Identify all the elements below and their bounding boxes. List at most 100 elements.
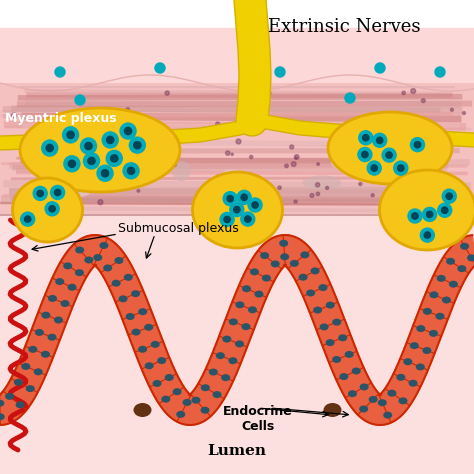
Circle shape bbox=[55, 67, 65, 77]
Circle shape bbox=[68, 160, 75, 167]
Ellipse shape bbox=[21, 363, 30, 370]
Ellipse shape bbox=[323, 403, 341, 417]
Ellipse shape bbox=[161, 396, 170, 402]
Circle shape bbox=[63, 127, 79, 143]
Ellipse shape bbox=[0, 413, 5, 420]
Ellipse shape bbox=[467, 255, 474, 261]
Ellipse shape bbox=[328, 112, 452, 184]
Ellipse shape bbox=[172, 161, 191, 181]
Ellipse shape bbox=[138, 308, 147, 315]
Circle shape bbox=[231, 153, 233, 155]
Ellipse shape bbox=[182, 399, 191, 406]
Circle shape bbox=[262, 202, 264, 204]
Ellipse shape bbox=[460, 243, 469, 250]
Circle shape bbox=[45, 202, 59, 216]
Circle shape bbox=[444, 141, 448, 145]
Ellipse shape bbox=[16, 401, 25, 408]
Circle shape bbox=[382, 148, 396, 162]
Circle shape bbox=[316, 192, 319, 196]
Circle shape bbox=[295, 157, 297, 159]
Circle shape bbox=[223, 191, 237, 206]
Ellipse shape bbox=[164, 374, 173, 381]
Circle shape bbox=[292, 162, 296, 166]
Text: Endocrine
Cells: Endocrine Cells bbox=[223, 405, 293, 433]
Circle shape bbox=[456, 182, 461, 186]
Circle shape bbox=[342, 133, 346, 137]
Ellipse shape bbox=[34, 368, 43, 375]
Ellipse shape bbox=[138, 346, 147, 353]
Circle shape bbox=[241, 194, 247, 201]
Ellipse shape bbox=[396, 374, 405, 381]
Circle shape bbox=[118, 132, 121, 134]
Circle shape bbox=[398, 165, 404, 171]
Circle shape bbox=[101, 170, 109, 177]
Circle shape bbox=[224, 216, 230, 223]
Circle shape bbox=[248, 198, 262, 212]
Circle shape bbox=[128, 167, 135, 174]
Circle shape bbox=[250, 155, 253, 159]
Circle shape bbox=[373, 133, 387, 147]
Ellipse shape bbox=[216, 352, 225, 359]
Circle shape bbox=[219, 208, 223, 211]
Circle shape bbox=[425, 144, 430, 148]
Circle shape bbox=[213, 204, 216, 207]
Ellipse shape bbox=[118, 295, 128, 302]
Ellipse shape bbox=[229, 319, 238, 325]
Circle shape bbox=[227, 195, 233, 202]
Circle shape bbox=[450, 108, 454, 111]
Circle shape bbox=[442, 207, 448, 213]
Circle shape bbox=[252, 202, 255, 205]
Circle shape bbox=[55, 189, 61, 196]
Ellipse shape bbox=[61, 300, 70, 307]
Text: Extrinsic Nerves: Extrinsic Nerves bbox=[268, 18, 420, 36]
Ellipse shape bbox=[446, 258, 455, 265]
Circle shape bbox=[317, 163, 319, 165]
Circle shape bbox=[438, 203, 452, 217]
Circle shape bbox=[85, 142, 92, 150]
Circle shape bbox=[33, 186, 47, 201]
Circle shape bbox=[109, 152, 113, 156]
Ellipse shape bbox=[279, 240, 288, 247]
Ellipse shape bbox=[457, 265, 466, 272]
Circle shape bbox=[79, 158, 82, 160]
Ellipse shape bbox=[345, 351, 354, 358]
Circle shape bbox=[125, 128, 132, 135]
Circle shape bbox=[241, 212, 255, 226]
Circle shape bbox=[420, 228, 434, 242]
Ellipse shape bbox=[192, 172, 283, 248]
Ellipse shape bbox=[429, 330, 438, 337]
Ellipse shape bbox=[151, 341, 160, 348]
Circle shape bbox=[421, 99, 425, 102]
Circle shape bbox=[427, 211, 433, 218]
Ellipse shape bbox=[0, 400, 4, 407]
Ellipse shape bbox=[319, 323, 328, 330]
Circle shape bbox=[137, 190, 140, 192]
Circle shape bbox=[290, 145, 294, 149]
Circle shape bbox=[375, 63, 385, 73]
Circle shape bbox=[124, 170, 127, 172]
Circle shape bbox=[97, 165, 113, 181]
Circle shape bbox=[463, 111, 465, 115]
Ellipse shape bbox=[67, 171, 87, 182]
Ellipse shape bbox=[302, 175, 341, 190]
Circle shape bbox=[252, 202, 258, 208]
Ellipse shape bbox=[348, 390, 357, 397]
Ellipse shape bbox=[352, 367, 361, 374]
Circle shape bbox=[120, 123, 136, 139]
Ellipse shape bbox=[28, 346, 37, 353]
Ellipse shape bbox=[63, 263, 72, 269]
Ellipse shape bbox=[242, 285, 251, 292]
Circle shape bbox=[408, 156, 410, 159]
Ellipse shape bbox=[126, 313, 135, 320]
Ellipse shape bbox=[47, 334, 56, 341]
Ellipse shape bbox=[112, 280, 120, 287]
Bar bbox=[0, 215, 474, 474]
Ellipse shape bbox=[124, 274, 133, 281]
Circle shape bbox=[417, 136, 420, 138]
Circle shape bbox=[244, 128, 249, 133]
Text: Submucosal plexus: Submucosal plexus bbox=[118, 222, 239, 235]
Circle shape bbox=[81, 138, 97, 154]
Ellipse shape bbox=[75, 269, 84, 276]
Circle shape bbox=[83, 153, 100, 169]
Ellipse shape bbox=[191, 397, 201, 404]
